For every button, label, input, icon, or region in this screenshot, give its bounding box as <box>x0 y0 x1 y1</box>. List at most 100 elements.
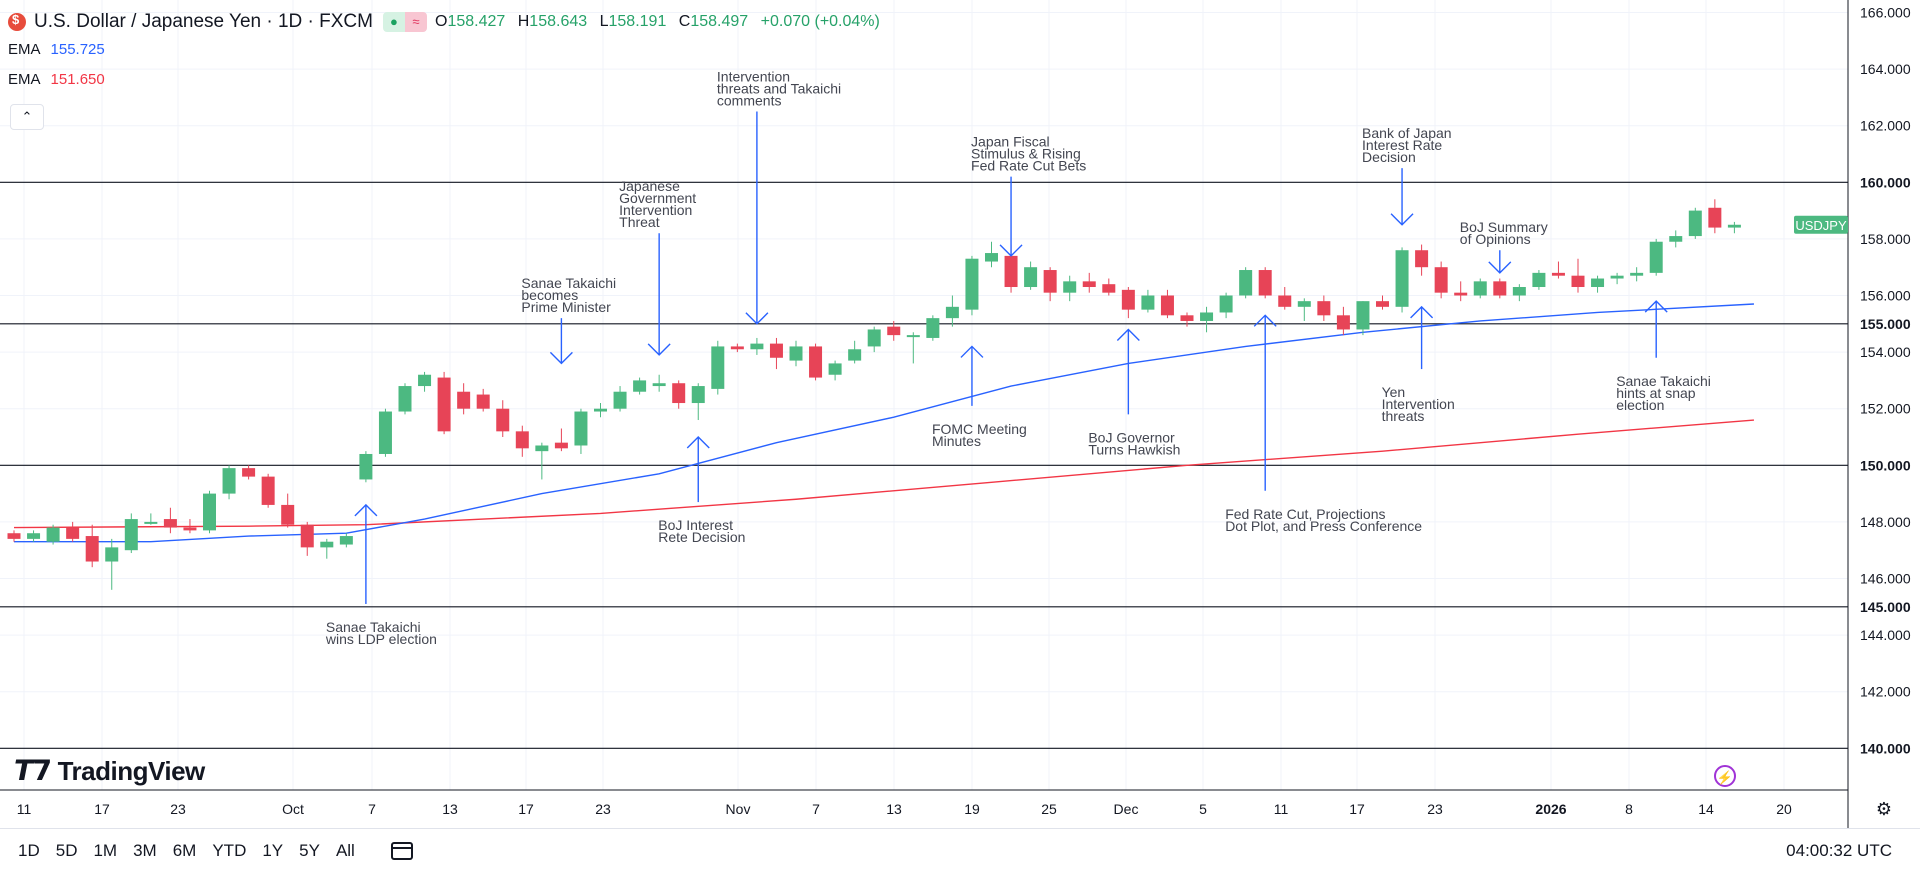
candle-body[interactable] <box>809 346 823 378</box>
candle-body[interactable] <box>300 524 314 548</box>
candle-body[interactable] <box>27 533 41 539</box>
candle-body[interactable] <box>1610 275 1624 279</box>
candle-body[interactable] <box>1278 295 1292 307</box>
candle-body[interactable] <box>887 326 901 336</box>
candle-body[interactable] <box>1434 267 1448 293</box>
candle-body[interactable] <box>476 394 490 409</box>
candle-body[interactable] <box>1473 281 1487 296</box>
candle-body[interactable] <box>1121 289 1135 310</box>
candle-body[interactable] <box>222 468 236 494</box>
candle-body[interactable] <box>1376 301 1389 307</box>
range-6m-button[interactable]: 6M <box>172 840 197 860</box>
candle-body[interactable] <box>339 536 353 545</box>
candle-body[interactable] <box>594 408 607 412</box>
range-5d-button[interactable]: 5D <box>55 840 78 860</box>
candle-body[interactable] <box>554 442 568 449</box>
candle-body[interactable] <box>1356 301 1370 330</box>
candle-body[interactable] <box>144 521 158 524</box>
range-5y-button[interactable]: 5Y <box>299 840 320 860</box>
candle-body[interactable] <box>1708 207 1722 228</box>
range-all-button[interactable]: All <box>335 840 355 860</box>
candle-body[interactable] <box>652 383 666 387</box>
candle-body[interactable] <box>1004 255 1018 288</box>
candle-body[interactable] <box>1297 301 1311 307</box>
ema-slow-line[interactable] <box>13 419 1755 529</box>
candle-body[interactable] <box>1082 281 1096 288</box>
candle-body[interactable] <box>789 346 803 361</box>
candle-body[interactable] <box>496 408 510 432</box>
range-ytd-button[interactable]: YTD <box>212 840 247 860</box>
candle-body[interactable] <box>1512 287 1526 296</box>
candle-body[interactable] <box>848 349 862 361</box>
candle-body[interactable] <box>965 258 979 310</box>
market-status-pill[interactable]: ● ≈ <box>382 12 427 32</box>
candle-body[interactable] <box>1200 312 1214 321</box>
range-1m-button[interactable]: 1M <box>93 840 118 860</box>
candle-body[interactable] <box>457 391 471 409</box>
range-1y-button[interactable]: 1Y <box>262 840 284 860</box>
candle-body[interactable] <box>46 527 60 542</box>
symbol-title[interactable]: U.S. Dollar / Japanese Yen · 1D · FXCM <box>34 11 373 32</box>
candle-body[interactable] <box>418 374 432 387</box>
candle-body[interactable] <box>1219 295 1233 313</box>
candle-body[interactable] <box>163 519 177 528</box>
utc-clock[interactable]: 04:00:32 UTC <box>1786 841 1892 860</box>
candle-body[interactable] <box>66 527 80 539</box>
candle-body[interactable] <box>535 445 549 452</box>
bolt-icon[interactable]: ⚡ <box>1714 765 1736 787</box>
candle-body[interactable] <box>85 536 99 562</box>
candle-body[interactable] <box>1591 278 1605 288</box>
candle-body[interactable] <box>1454 292 1468 296</box>
candle-body[interactable] <box>1141 295 1155 310</box>
tradingview-logo[interactable]: 𝙏𝟳 TradingView <box>14 754 205 787</box>
candle-body[interactable] <box>691 386 705 404</box>
candle-body[interactable] <box>1493 281 1507 296</box>
candle-body[interactable] <box>1024 267 1038 288</box>
candle-body[interactable] <box>1415 250 1429 268</box>
candle-body[interactable] <box>672 383 686 404</box>
candle-body[interactable] <box>203 493 216 531</box>
ema-fast-legend[interactable]: EMA 155.725 <box>8 34 888 64</box>
candle-body[interactable] <box>242 468 256 477</box>
candle-body[interactable] <box>1258 270 1272 296</box>
candle-body[interactable] <box>985 253 998 262</box>
candle-body[interactable] <box>1043 270 1057 293</box>
candle-body[interactable] <box>105 547 119 562</box>
candle-body[interactable] <box>574 411 588 446</box>
candle-body[interactable] <box>1551 272 1565 276</box>
candle-body[interactable] <box>867 329 881 347</box>
gear-icon[interactable]: ⚙ <box>1875 799 1893 819</box>
candle-body[interactable] <box>1532 272 1546 288</box>
candle-body[interactable] <box>7 533 21 539</box>
candle-body[interactable] <box>1727 224 1741 228</box>
candle-body[interactable] <box>1317 301 1331 316</box>
candle-body[interactable] <box>1063 281 1077 293</box>
candle-body[interactable] <box>906 335 920 338</box>
candle-body[interactable] <box>1336 315 1350 330</box>
candle-body[interactable] <box>1688 210 1702 237</box>
candle-body[interactable] <box>1649 241 1663 273</box>
candle-body[interactable] <box>1160 295 1174 316</box>
candle-body[interactable] <box>124 519 138 551</box>
collapse-legend-button[interactable]: ⌃ <box>10 104 44 130</box>
candle-body[interactable] <box>926 318 940 338</box>
candle-body[interactable] <box>320 541 334 548</box>
candle-body[interactable] <box>281 504 295 525</box>
candle-body[interactable] <box>1571 275 1585 288</box>
candle-body[interactable] <box>183 527 197 531</box>
candle-body[interactable] <box>515 431 529 449</box>
candle-body[interactable] <box>261 476 275 505</box>
candle-body[interactable] <box>1180 315 1194 321</box>
candle-body[interactable] <box>1630 272 1644 276</box>
candle-body[interactable] <box>945 306 959 319</box>
candle-body[interactable] <box>359 453 373 480</box>
ema-fast-line[interactable] <box>14 303 1754 543</box>
candle-body[interactable] <box>730 346 744 350</box>
candle-body[interactable] <box>769 343 783 358</box>
candle-body[interactable] <box>633 380 647 392</box>
candle-body[interactable] <box>1239 270 1253 296</box>
candle-body[interactable] <box>828 363 842 375</box>
range-3m-button[interactable]: 3M <box>133 840 157 860</box>
candle-body[interactable] <box>613 391 627 409</box>
candle-body[interactable] <box>711 346 725 389</box>
